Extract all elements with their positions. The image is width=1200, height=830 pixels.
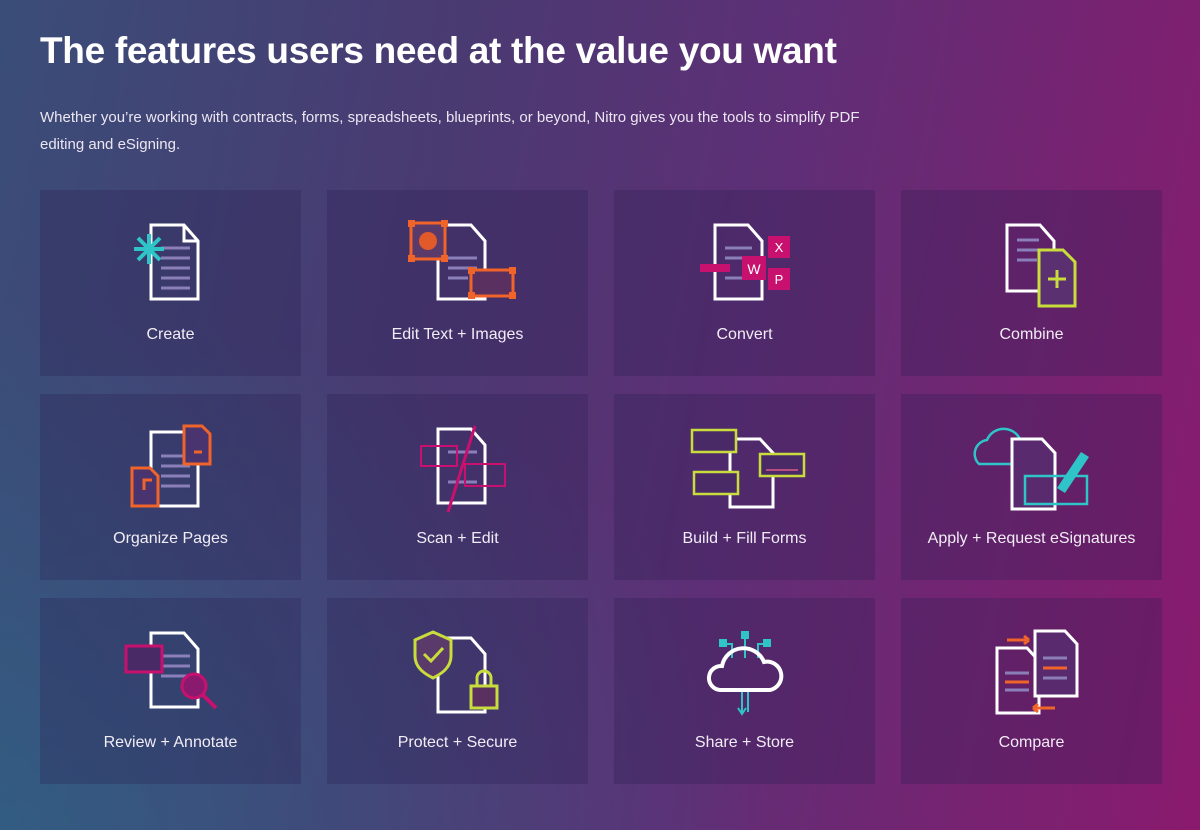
word-letter: W: [747, 261, 761, 277]
feature-label: Share + Store: [694, 734, 795, 751]
powerpoint-letter: P: [774, 272, 783, 287]
page-title: The features users need at the value you…: [40, 30, 837, 71]
feature-label: Apply + Request eSignatures: [927, 530, 1136, 547]
create-document-icon: [133, 223, 199, 301]
feature-label: Edit Text + Images: [391, 326, 524, 343]
feature-card-scan-edit[interactable]: Scan + Edit: [327, 394, 588, 580]
feature-grid: Create Edit Text + Images W X P Convert …: [40, 190, 1162, 784]
protect-secure-icon: [413, 630, 498, 714]
convert-icon: W X P: [699, 223, 790, 301]
page-subtitle: Whether you’re working with contracts, f…: [40, 109, 860, 153]
organize-pages-icon: [130, 424, 211, 508]
feature-card-create[interactable]: Create: [40, 190, 301, 376]
compare-icon: [995, 629, 1078, 715]
scan-edit-icon: [419, 425, 506, 513]
feature-card-organize-pages[interactable]: Organize Pages: [40, 394, 301, 580]
excel-letter: X: [774, 240, 783, 255]
feature-card-esignatures[interactable]: Apply + Request eSignatures: [901, 394, 1162, 580]
feature-card-review-annotate[interactable]: Review + Annotate: [40, 598, 301, 784]
feature-label: Review + Annotate: [103, 734, 238, 751]
feature-card-build-fill-forms[interactable]: Build + Fill Forms: [614, 394, 875, 580]
feature-label: Organize Pages: [113, 530, 228, 547]
feature-label: Combine: [999, 326, 1064, 343]
feature-card-convert[interactable]: W X P Convert: [614, 190, 875, 376]
feature-label: Compare: [998, 734, 1065, 751]
feature-label: Build + Fill Forms: [682, 530, 807, 547]
cloud-share-icon: [706, 631, 783, 716]
esignature-icon: [972, 427, 1089, 511]
edit-text-images-icon: [407, 220, 516, 301]
review-annotate-icon: [124, 631, 217, 710]
forms-icon: [690, 428, 805, 509]
feature-label: Convert: [716, 326, 773, 343]
feature-label: Scan + Edit: [416, 530, 499, 547]
feature-card-combine[interactable]: Combine: [901, 190, 1162, 376]
feature-card-compare[interactable]: Compare: [901, 598, 1162, 784]
feature-label: Protect + Secure: [397, 734, 518, 751]
feature-card-protect-secure[interactable]: Protect + Secure: [327, 598, 588, 784]
combine-icon: [1005, 223, 1076, 308]
feature-card-edit-text-images[interactable]: Edit Text + Images: [327, 190, 588, 376]
feature-card-share-store[interactable]: Share + Store: [614, 598, 875, 784]
feature-label: Create: [146, 326, 195, 343]
